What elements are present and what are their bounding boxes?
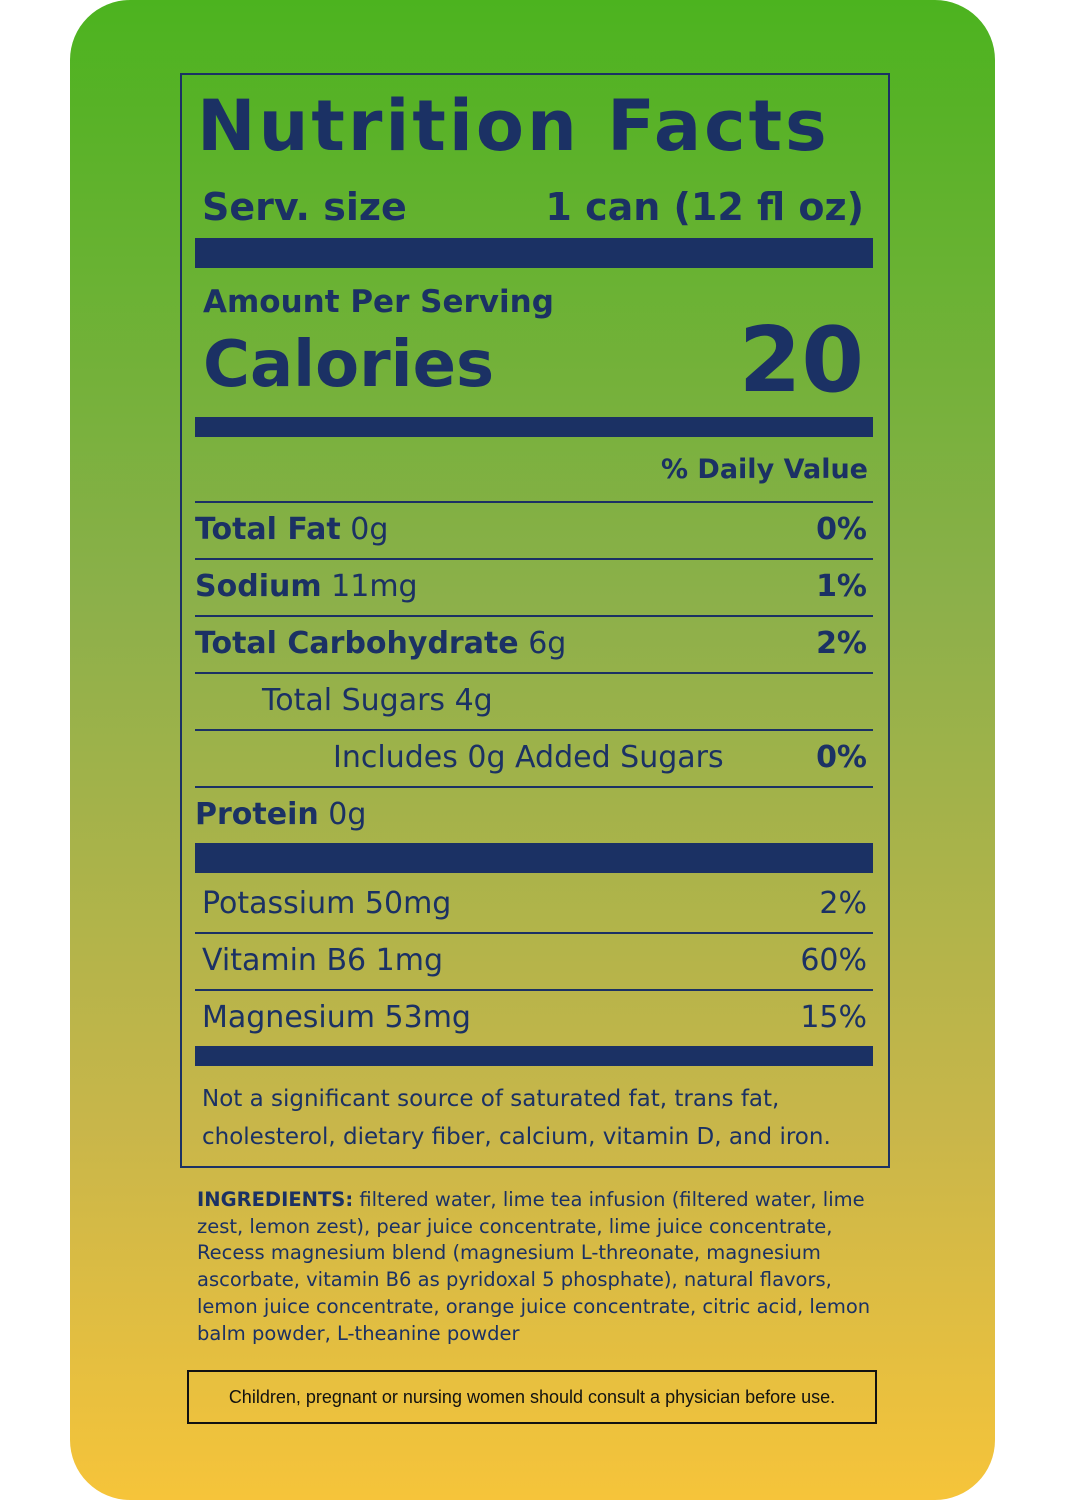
nutrient-row: Total Sugars 4g xyxy=(262,672,867,729)
divider xyxy=(195,786,873,788)
facts-box xyxy=(180,73,890,1168)
vitamin-name: Potassium 50mg xyxy=(202,886,452,921)
nutrient-name: Total Sugars 4g xyxy=(262,683,493,718)
nutrient-row: Total Fat 0g 0% xyxy=(195,501,867,558)
title: Nutrition Facts xyxy=(197,85,830,167)
divider xyxy=(195,672,873,674)
vitamin-name: Magnesium 53mg xyxy=(202,1000,471,1035)
vitamin-row: Potassium 50mg 2% xyxy=(202,875,867,932)
divider xyxy=(195,615,873,617)
nutrient-name: Total Fat xyxy=(195,512,341,547)
divider xyxy=(195,1046,873,1066)
nutrient-dv: 0% xyxy=(816,512,867,547)
footnote: Not a significant source of saturated fa… xyxy=(202,1086,831,1150)
nutrient-amount: 0g xyxy=(328,797,367,832)
nutrient-name: Includes 0g Added Sugars xyxy=(333,740,724,775)
nutrient-dv: 2% xyxy=(816,626,867,661)
warning: Children, pregnant or nursing women shou… xyxy=(228,1386,836,1407)
nutrient-amount: 0g xyxy=(350,512,389,547)
nutrient-row: Includes 0g Added Sugars 0% xyxy=(333,729,867,786)
divider xyxy=(195,558,873,560)
calories-value: 20 xyxy=(738,308,864,413)
nutrient-row: Protein 0g xyxy=(195,786,867,843)
nutrient-row: Sodium 11mg 1% xyxy=(195,558,867,615)
divider xyxy=(195,501,873,503)
nutrient-dv: 0% xyxy=(816,740,867,775)
nutrient-name: Protein xyxy=(195,797,319,832)
serving-label: Serv. size xyxy=(202,184,407,229)
calories-label: Calories xyxy=(203,328,495,402)
nutrient-name: Total Carbohydrate xyxy=(195,626,519,661)
warning-box: Children, pregnant or nursing women shou… xyxy=(187,1370,877,1424)
vitamin-dv: 15% xyxy=(800,1000,867,1035)
divider xyxy=(195,932,873,934)
vitamin-row: Vitamin B6 1mg 60% xyxy=(202,932,867,989)
vitamin-dv: 60% xyxy=(800,943,867,978)
nutrient-amount: 6g xyxy=(528,626,567,661)
ingredients-text: filtered water, lime tea infusion (filte… xyxy=(197,1188,871,1345)
ingredients-label: INGREDIENTS: xyxy=(197,1188,354,1211)
divider xyxy=(195,729,873,731)
nutrient-row: Total Carbohydrate 6g 2% xyxy=(195,615,867,672)
nutrient-name: Sodium xyxy=(195,569,322,604)
nutrient-amount: 11mg xyxy=(331,569,418,604)
serving-value: 1 can (12 fl oz) xyxy=(545,184,864,229)
nutrient-dv: 1% xyxy=(816,569,867,604)
vitamin-row: Magnesium 53mg 15% xyxy=(202,989,867,1046)
serving-row: Serv. size 1 can (12 fl oz) xyxy=(202,178,864,235)
dv-header: % Daily Value xyxy=(660,454,868,485)
divider xyxy=(195,417,873,437)
divider xyxy=(195,989,873,991)
vitamin-dv: 2% xyxy=(819,886,867,921)
vitamin-name: Vitamin B6 1mg xyxy=(202,943,444,978)
divider xyxy=(195,843,873,873)
divider xyxy=(195,238,873,268)
amount-per-serving: Amount Per Serving xyxy=(203,284,554,320)
ingredients: INGREDIENTS: filtered water, lime tea in… xyxy=(197,1187,877,1347)
